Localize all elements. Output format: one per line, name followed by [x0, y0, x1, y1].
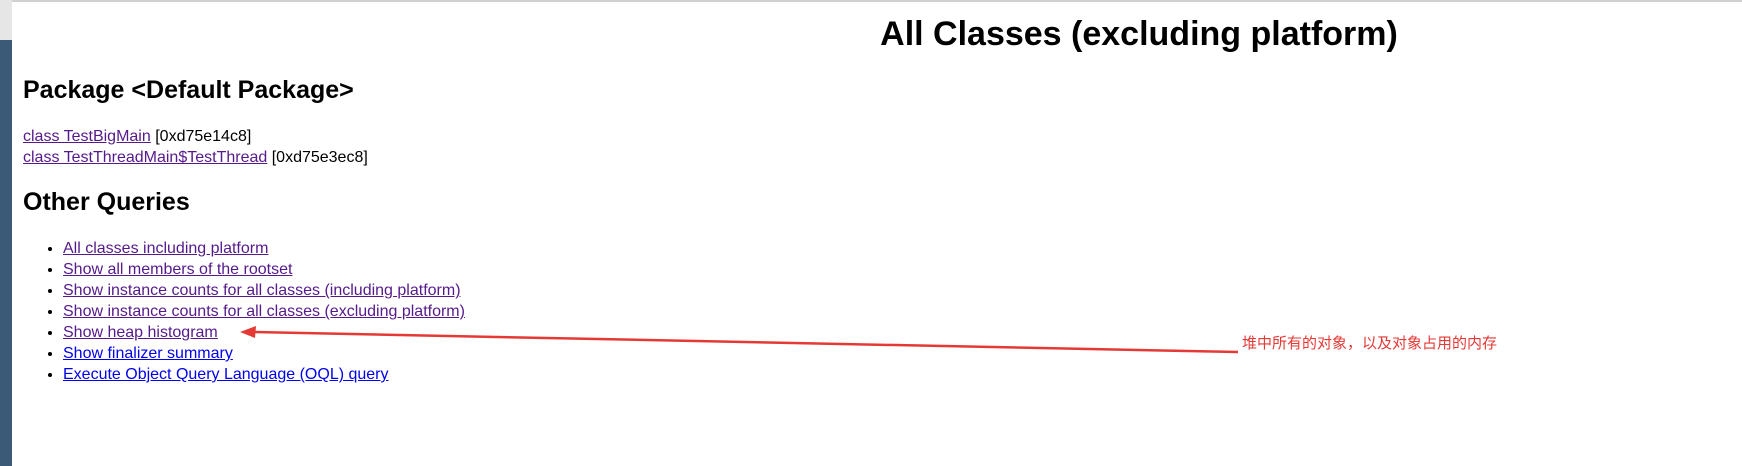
- window-left-edge: [0, 0, 12, 466]
- query-link-all-classes-including-platform[interactable]: All classes including platform: [63, 240, 269, 257]
- query-link-rootset-members[interactable]: Show all members of the rootset: [63, 261, 293, 278]
- list-item: All classes including platform: [63, 238, 465, 259]
- query-link-heap-histogram[interactable]: Show heap histogram: [63, 324, 218, 341]
- class-address: [0xd75e3ec8]: [271, 149, 368, 166]
- class-address: [0xd75e14c8]: [155, 128, 252, 145]
- window-top-border: [12, 0, 1742, 2]
- class-row: class TestBigMain [0xd75e14c8]: [23, 126, 368, 147]
- annotation-note: 堆中所有的对象，以及对象占用的内存: [1242, 335, 1498, 352]
- list-item: Show instance counts for all classes (ex…: [63, 301, 465, 322]
- query-link-finalizer-summary[interactable]: Show finalizer summary: [63, 345, 233, 362]
- query-link-instance-counts-excluding-platform[interactable]: Show instance counts for all classes (ex…: [63, 303, 465, 320]
- other-queries-heading: Other Queries: [23, 188, 190, 216]
- list-item: Show all members of the rootset: [63, 259, 465, 280]
- query-link-oql-query[interactable]: Execute Object Query Language (OQL) quer…: [63, 366, 389, 383]
- query-link-instance-counts-including-platform[interactable]: Show instance counts for all classes (in…: [63, 282, 461, 299]
- page-title: All Classes (excluding platform): [880, 15, 1398, 53]
- window-left-edge-top: [0, 0, 12, 40]
- list-item: Show finalizer summary: [63, 343, 465, 364]
- query-list: All classes including platform Show all …: [23, 238, 465, 385]
- list-item: Show heap histogram: [63, 322, 465, 343]
- list-item: Execute Object Query Language (OQL) quer…: [63, 364, 465, 385]
- class-link-testthread[interactable]: class TestThreadMain$TestThread: [23, 149, 268, 166]
- class-list: class TestBigMain [0xd75e14c8] class Tes…: [23, 126, 368, 168]
- package-heading: Package <Default Package>: [23, 76, 354, 104]
- page-content: All Classes (excluding platform) Package…: [23, 0, 1742, 466]
- class-link-testbigmain[interactable]: class TestBigMain: [23, 128, 151, 145]
- class-row: class TestThreadMain$TestThread [0xd75e3…: [23, 147, 368, 168]
- list-item: Show instance counts for all classes (in…: [63, 280, 465, 301]
